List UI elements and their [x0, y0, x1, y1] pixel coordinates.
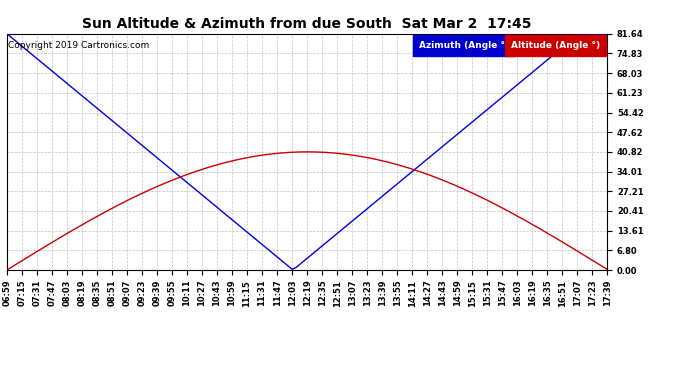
Title: Sun Altitude & Azimuth from due South  Sat Mar 2  17:45: Sun Altitude & Azimuth from due South Sa… — [82, 17, 532, 31]
Text: Copyright 2019 Cartronics.com: Copyright 2019 Cartronics.com — [8, 41, 149, 50]
Legend: Azimuth (Angle °), Altitude (Angle °): Azimuth (Angle °), Altitude (Angle °) — [416, 38, 602, 53]
